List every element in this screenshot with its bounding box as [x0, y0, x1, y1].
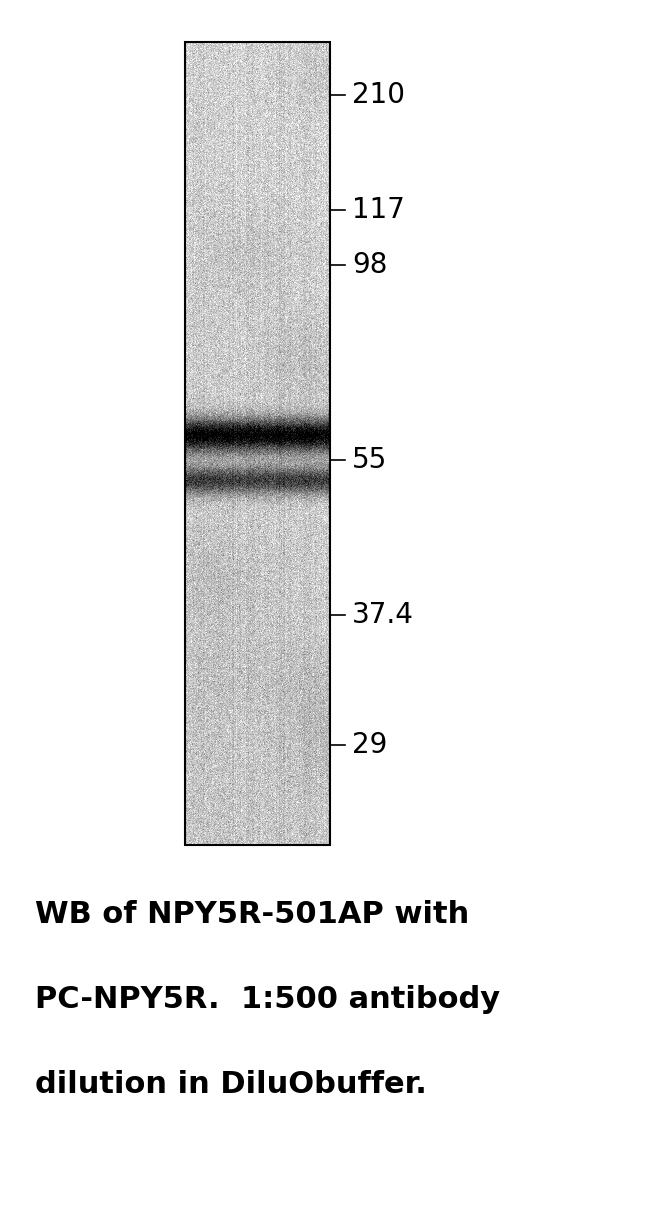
Bar	[185, 42, 330, 845]
Text: 210: 210	[352, 81, 405, 109]
Text: PC-NPY5R.  1:500 antibody: PC-NPY5R. 1:500 antibody	[35, 985, 500, 1014]
Text: 29: 29	[352, 731, 387, 759]
Text: 98: 98	[352, 251, 387, 279]
Text: 55: 55	[352, 447, 387, 474]
Text: 117: 117	[352, 196, 405, 225]
Text: dilution in DiluObuffer.: dilution in DiluObuffer.	[35, 1069, 427, 1100]
Text: WB of NPY5R-501AP with: WB of NPY5R-501AP with	[35, 900, 469, 929]
Text: 37.4: 37.4	[352, 601, 414, 629]
